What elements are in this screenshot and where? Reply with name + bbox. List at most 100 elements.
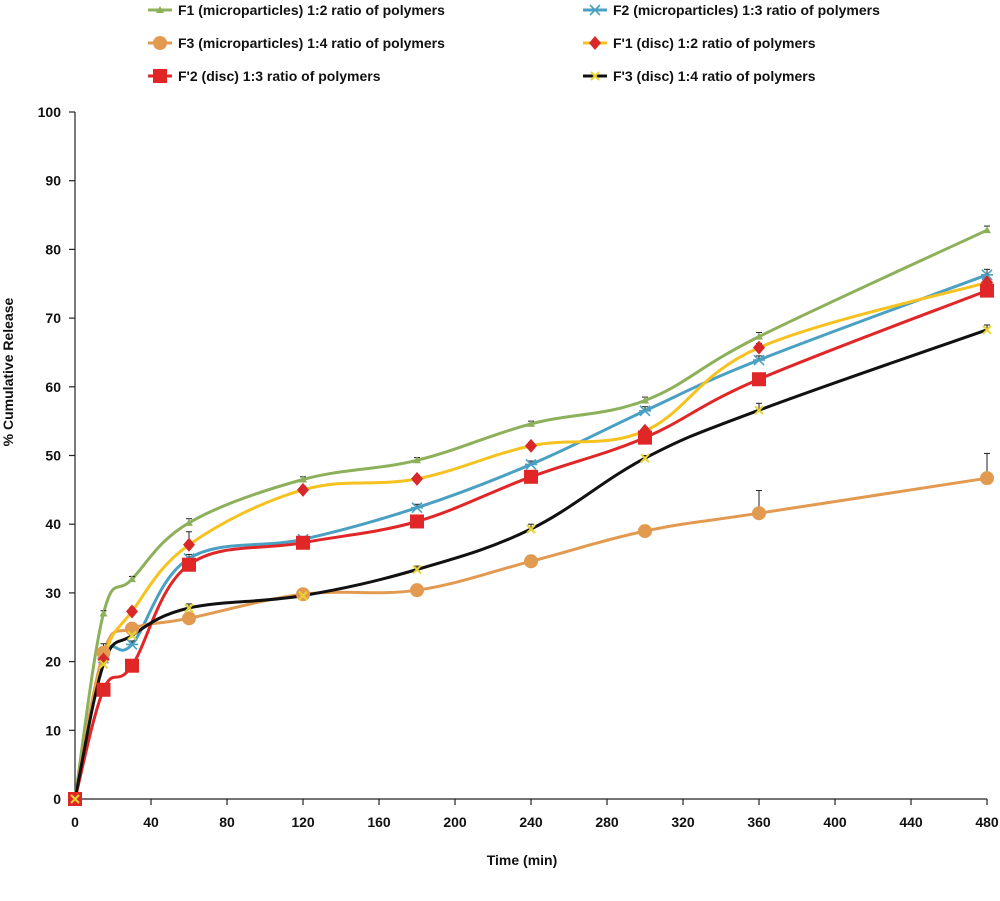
circle-marker xyxy=(980,471,994,486)
x-marker xyxy=(640,453,650,463)
y-tick-label: 80 xyxy=(45,241,61,257)
axes xyxy=(74,112,987,800)
asterisk-marker xyxy=(753,354,765,366)
series-line xyxy=(73,228,988,800)
x-tick-label: 40 xyxy=(143,814,159,830)
square-marker xyxy=(752,372,766,387)
square-marker xyxy=(410,514,424,529)
legend-label: F3 (microparticles) 1:4 ratio of polymer… xyxy=(178,35,445,51)
x-tick-label: 360 xyxy=(747,814,771,830)
x-marker xyxy=(412,564,422,575)
y-tick-label: 20 xyxy=(45,654,61,670)
x-marker xyxy=(754,405,764,415)
x-stroke xyxy=(590,71,600,81)
diamond-marker xyxy=(183,537,195,552)
y-tick-label: 70 xyxy=(45,310,61,326)
x-marker xyxy=(590,71,600,81)
triangle-marker xyxy=(156,6,164,13)
x-stroke xyxy=(640,453,650,463)
legend-item: F'3 (disc) 1:4 ratio of polymers xyxy=(583,68,816,84)
markers xyxy=(68,226,994,806)
legend-item: F3 (microparticles) 1:4 ratio of polymer… xyxy=(148,35,445,51)
square-marker xyxy=(125,658,139,673)
x-tick-label: 80 xyxy=(219,814,235,830)
triangle-marker xyxy=(413,456,421,464)
x-marker xyxy=(98,659,109,670)
diamond-marker xyxy=(297,482,309,497)
series-line xyxy=(73,289,988,800)
ticks: 0 40 80 120 160 200 240 280 320 360 400 440 480 0 10 20… xyxy=(38,104,999,830)
x-stroke xyxy=(982,325,992,335)
diamond-marker xyxy=(589,36,601,50)
x-tick-label: 160 xyxy=(367,814,391,830)
legend-label: F'2 (disc) 1:3 ratio of polymers xyxy=(178,68,381,84)
asterisk-marker xyxy=(981,269,993,281)
x-marker xyxy=(127,630,137,641)
legend-label: F'1 (disc) 1:2 ratio of polymers xyxy=(613,35,816,51)
square-marker xyxy=(182,557,196,572)
x-tick-label: 120 xyxy=(291,814,315,830)
legend-item: F'2 (disc) 1:3 ratio of polymers xyxy=(148,68,381,84)
x-tick-label: 0 xyxy=(71,814,79,830)
y-tick-label: 50 xyxy=(45,448,61,464)
circle-marker xyxy=(410,583,424,598)
legend-item: F1 (microparticles) 1:2 ratio of polymer… xyxy=(148,2,445,18)
x-axis-title: Time (min) xyxy=(487,852,558,868)
y-tick-label: 30 xyxy=(45,585,61,601)
diamond-marker xyxy=(126,604,138,619)
y-tick-label: 10 xyxy=(45,722,61,738)
series-line xyxy=(73,280,988,800)
circle-marker xyxy=(153,36,167,50)
asterisk-marker xyxy=(589,4,601,16)
circle-marker xyxy=(524,554,538,569)
square-marker xyxy=(524,469,538,484)
x-tick-label: 480 xyxy=(975,814,999,830)
legend-item: F2 (microparticles) 1:3 ratio of polymer… xyxy=(583,2,880,18)
legend-label: F'3 (disc) 1:4 ratio of polymers xyxy=(613,68,816,84)
triangle-marker xyxy=(983,226,991,234)
series-lines xyxy=(73,228,988,800)
triangle-marker xyxy=(299,475,307,483)
diamond-marker xyxy=(97,652,110,667)
x-stroke xyxy=(127,630,137,641)
triangle-marker xyxy=(755,332,763,340)
circle-marker xyxy=(125,621,139,636)
circle-marker xyxy=(638,524,652,539)
circle-marker xyxy=(182,611,196,626)
square-marker xyxy=(96,682,111,697)
triangle-marker xyxy=(641,396,649,404)
asterisk-marker xyxy=(411,502,423,514)
legend-label: F1 (microparticles) 1:2 ratio of polymer… xyxy=(178,2,445,18)
x-stroke xyxy=(70,794,80,804)
x-marker xyxy=(982,325,992,335)
x-marker xyxy=(526,524,536,534)
x-stroke xyxy=(298,590,308,601)
triangle-marker xyxy=(128,575,136,583)
y-axis-title: % Cumulative Release xyxy=(0,297,16,446)
x-tick-label: 280 xyxy=(595,814,619,830)
square-marker xyxy=(153,69,167,83)
x-stroke xyxy=(98,659,109,670)
x-tick-label: 240 xyxy=(519,814,543,830)
triangle-marker xyxy=(185,518,193,526)
x-tick-label: 400 xyxy=(823,814,847,830)
legend-item: F'1 (disc) 1:2 ratio of polymers xyxy=(583,35,816,51)
x-marker xyxy=(298,590,308,601)
x-tick-label: 200 xyxy=(443,814,467,830)
asterisk-marker xyxy=(525,458,537,470)
y-tick-label: 100 xyxy=(38,104,62,120)
y-tick-label: 40 xyxy=(45,516,61,532)
asterisk-marker xyxy=(639,405,651,417)
triangle-marker xyxy=(99,609,108,617)
square-marker xyxy=(980,283,994,298)
series-line xyxy=(73,273,988,800)
triangle-marker xyxy=(527,419,535,427)
x-stroke xyxy=(526,524,536,534)
legend: F1 (microparticles) 1:2 ratio of polymer… xyxy=(148,2,880,84)
x-stroke xyxy=(412,564,422,575)
x-marker xyxy=(70,794,80,804)
square-marker xyxy=(638,430,652,445)
x-marker xyxy=(184,603,194,613)
diamond-marker xyxy=(411,471,423,486)
